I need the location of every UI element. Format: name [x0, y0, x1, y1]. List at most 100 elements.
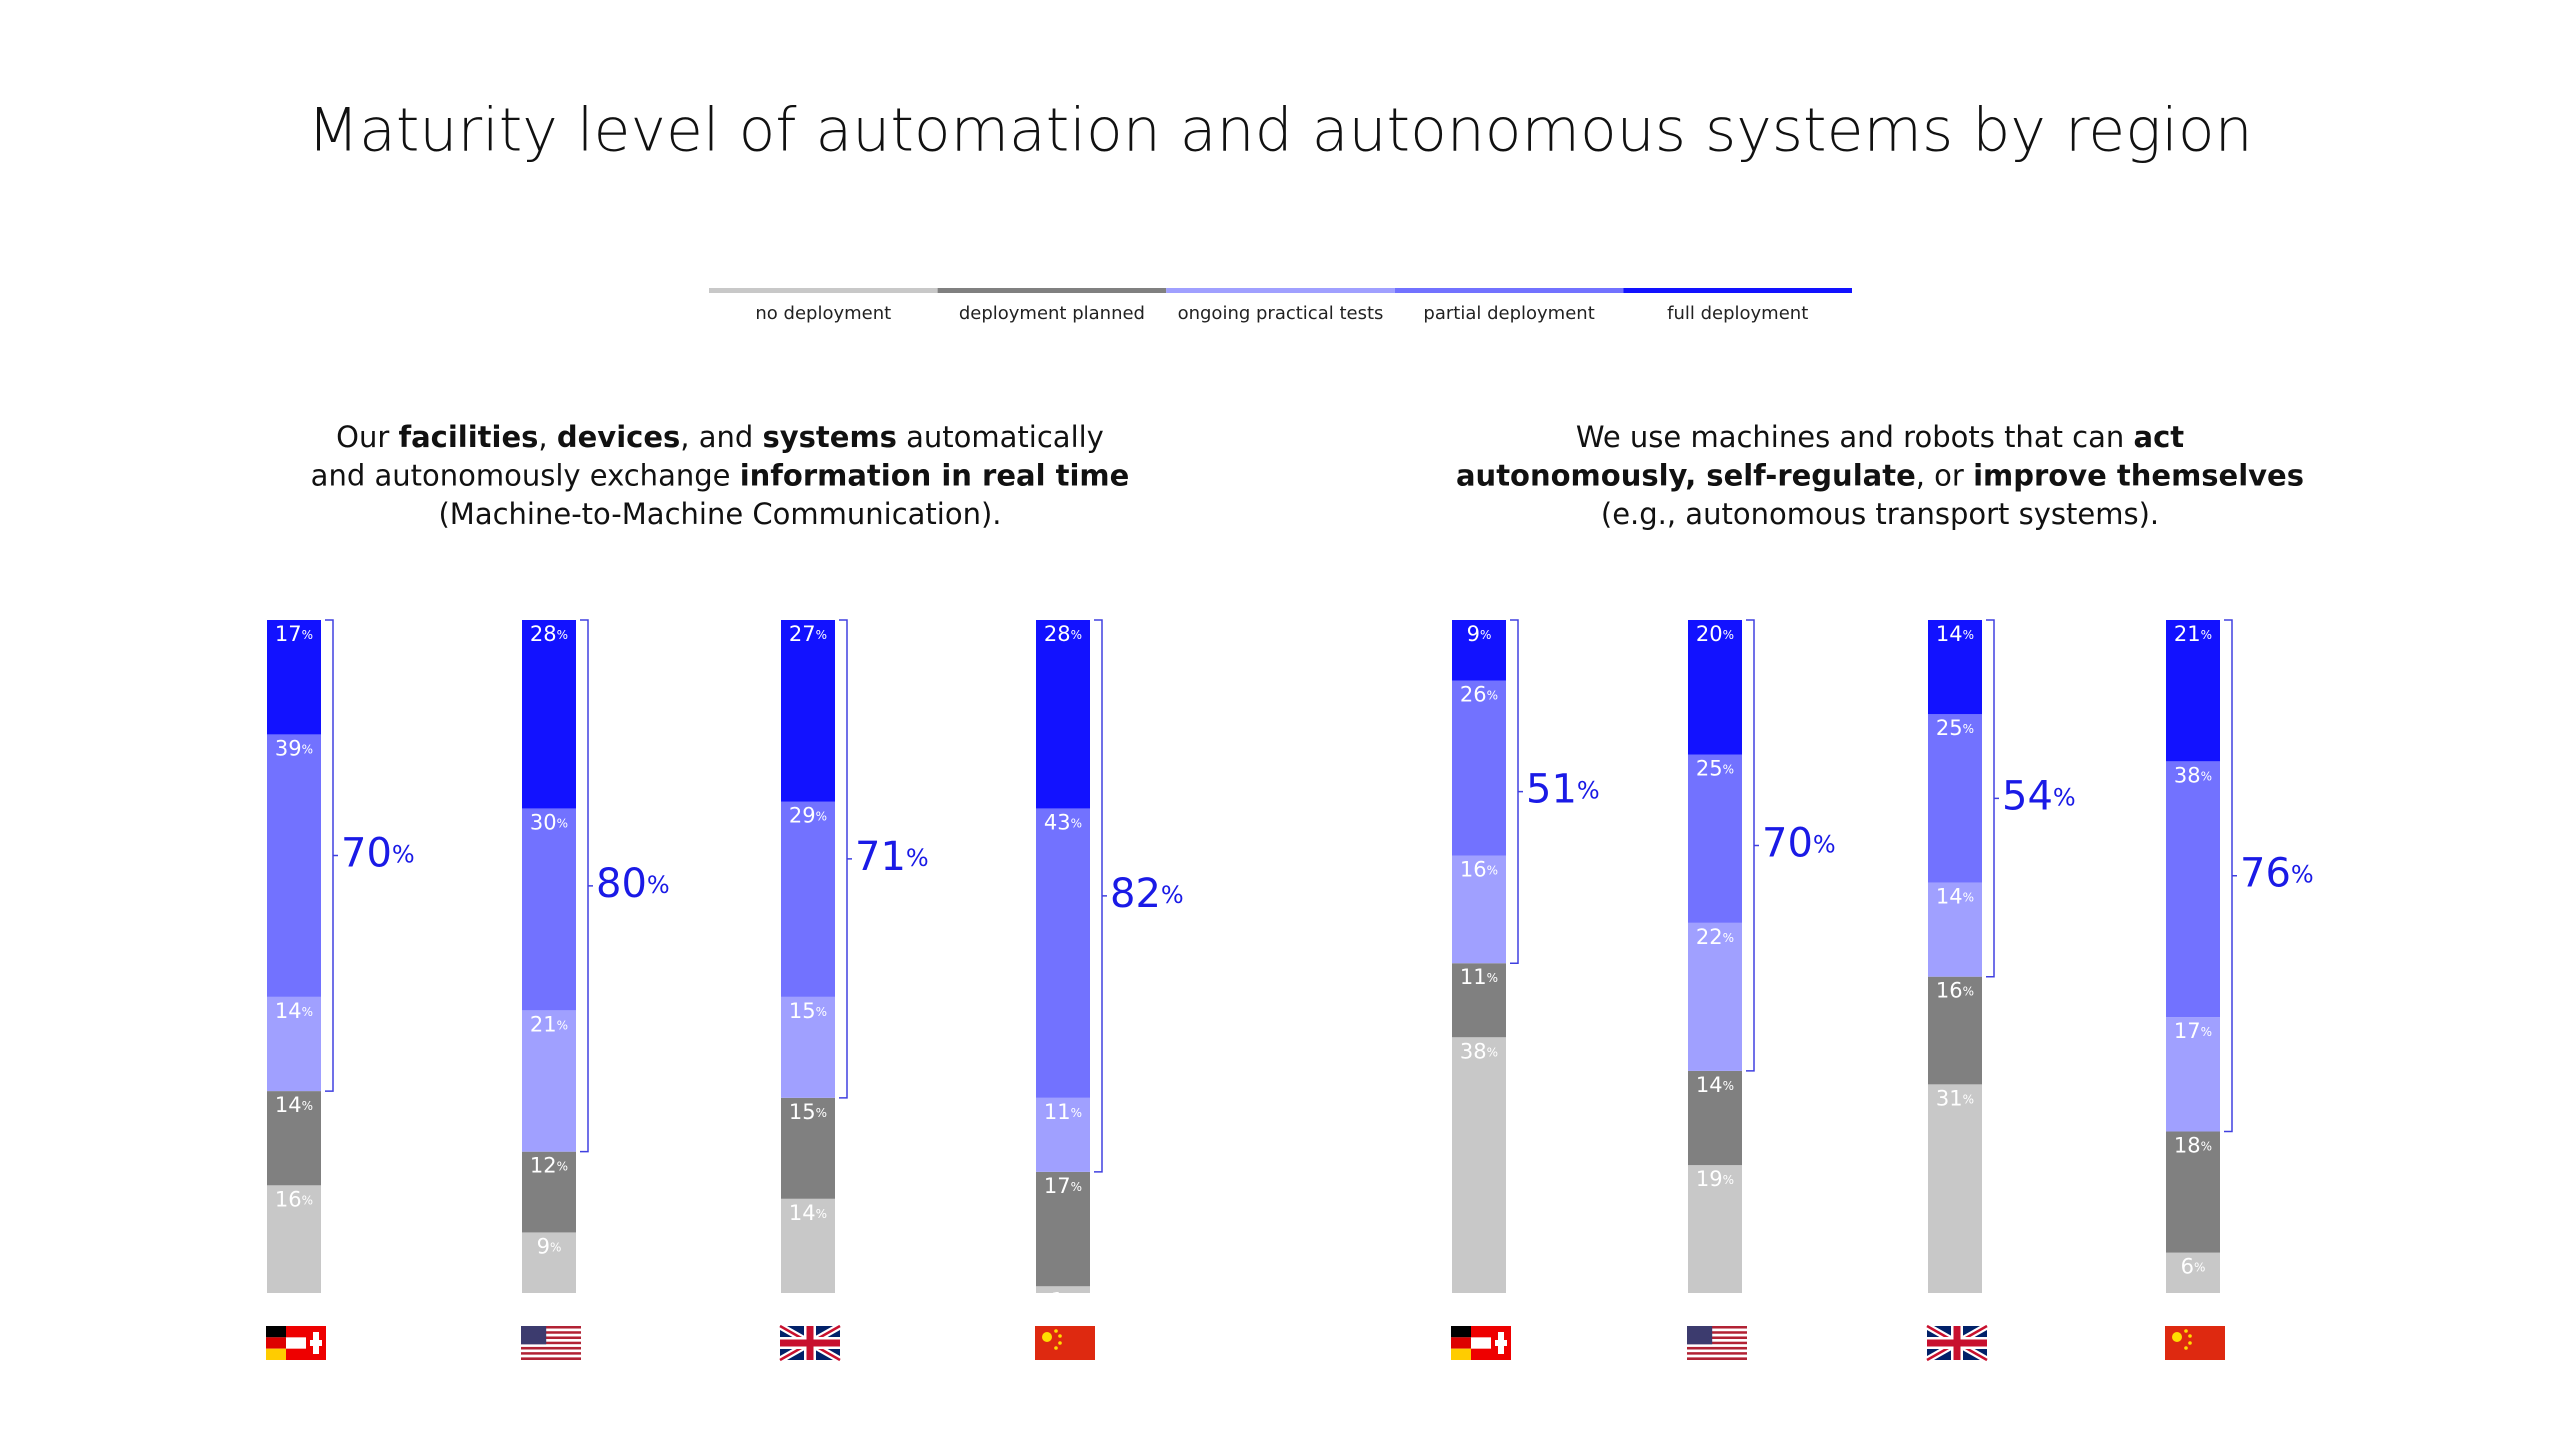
segment-label: 38%: [1460, 1039, 1498, 1063]
segment-value: 21: [530, 1012, 557, 1036]
segment-value: 26: [1460, 683, 1487, 707]
segment-value: 18: [2174, 1133, 2201, 1157]
flag-part: [1687, 1352, 1747, 1355]
flag-part: [521, 1354, 581, 1358]
segment-unit: %: [1963, 628, 1974, 642]
subtitle-run: Our: [336, 420, 398, 454]
segment-label: 18%: [2174, 1133, 2212, 1157]
flag-part: [1471, 1337, 1491, 1349]
flag-part: [1042, 1332, 1052, 1342]
legend-label: ongoing practical tests: [1178, 303, 1384, 324]
flag: [266, 1326, 326, 1360]
segment-value: 43: [1044, 810, 1071, 834]
bar-segment: [522, 1232, 576, 1293]
bar-segment: [267, 620, 321, 735]
bar-segment: [522, 1010, 576, 1152]
segment-label: 16%: [275, 1187, 313, 1211]
segment-value: 14: [1936, 622, 1963, 646]
flag-part: [521, 1333, 581, 1337]
bar-segment: [1452, 963, 1506, 1038]
bar-segment: [781, 620, 835, 802]
segment-value: 28: [530, 622, 557, 646]
segment-value: 1: [1051, 1288, 1064, 1312]
segment-label: 17%: [1044, 1174, 1082, 1198]
segment-value: 17: [2174, 1019, 2201, 1043]
total-value: 70: [1762, 820, 1813, 866]
segment-value: 17: [275, 622, 302, 646]
segment-label: 28%: [530, 622, 568, 646]
flag-part: [266, 1337, 286, 1349]
flag-part: [521, 1336, 581, 1340]
flag-part: [521, 1328, 581, 1332]
bar-segment: [1036, 1286, 1090, 1293]
segment-value: 25: [1696, 757, 1723, 781]
legend-label: partial deployment: [1423, 303, 1594, 324]
segment-label: 1%: [1051, 1288, 1076, 1312]
bracket: [325, 619, 338, 1092]
segment-unit: %: [557, 1159, 568, 1173]
segment-unit: %: [1071, 1105, 1082, 1119]
legend-swatch: [709, 288, 938, 293]
total-unit: %: [1577, 777, 1600, 805]
segment-unit: %: [1723, 762, 1734, 776]
segment-label: 39%: [275, 736, 313, 760]
flag-part: [2165, 1326, 2225, 1360]
segment-unit: %: [550, 1240, 561, 1254]
segment-label: 21%: [2174, 622, 2212, 646]
segment-unit: %: [1723, 930, 1734, 944]
flag-part: [1058, 1341, 1062, 1345]
segment-unit: %: [1723, 628, 1734, 642]
total-label: 54%: [2002, 773, 2076, 819]
total-unit: %: [647, 871, 670, 899]
flag-part: [1054, 1346, 1058, 1350]
segment-unit: %: [1487, 1045, 1498, 1059]
segment-value: 11: [1044, 1100, 1071, 1124]
bar-segment: [2166, 1252, 2220, 1293]
segment-value: 14: [1936, 884, 1963, 908]
flag-part: [2188, 1334, 2192, 1338]
segment-value: 28: [1044, 622, 1071, 646]
subtitle-run: ,: [538, 420, 556, 454]
segment-value: 30: [530, 810, 557, 834]
subtitle-run: automatically: [897, 420, 1104, 454]
legend-swatch: [1166, 288, 1395, 293]
flag-part: [1498, 1332, 1504, 1354]
subtitle: and autonomously exchange information in…: [311, 459, 1130, 493]
total-label: 71%: [855, 834, 929, 880]
subtitle: We use machines and robots that can act: [1576, 420, 2184, 454]
segment-label: 14%: [275, 999, 313, 1023]
subtitle-run: We use machines and robots that can: [1576, 420, 2134, 454]
total-value: 54: [2002, 773, 2053, 819]
segment-value: 9: [537, 1234, 550, 1258]
flag-part: [1451, 1337, 1471, 1349]
segment-label: 17%: [275, 622, 313, 646]
bar-segment: [1928, 882, 1982, 977]
segment-value: 15: [789, 1100, 816, 1124]
segment-unit: %: [2201, 769, 2212, 783]
segment-value: 38: [1460, 1039, 1487, 1063]
segment-value: 9: [1467, 622, 1480, 646]
bar-segment: [2166, 620, 2220, 762]
segment-value: 12: [530, 1154, 557, 1178]
flag-part: [1687, 1354, 1747, 1358]
segment-label: 14%: [275, 1093, 313, 1117]
bar-segment: [522, 1151, 576, 1233]
total-label: 82%: [1110, 871, 1184, 917]
total-unit: %: [2291, 861, 2314, 889]
bar-segment: [267, 734, 321, 997]
segment-unit: %: [816, 1105, 827, 1119]
flag-part: [1687, 1328, 1747, 1332]
segment-unit: %: [1071, 816, 1082, 830]
bar-segment: [1452, 620, 1506, 681]
segment-label: 6%: [2181, 1255, 2206, 1279]
legend-label: deployment planned: [959, 303, 1145, 324]
total-value: 70: [341, 831, 392, 877]
segment-unit: %: [1487, 971, 1498, 985]
total-unit: %: [1813, 830, 1836, 858]
segment-label: 38%: [2174, 763, 2212, 787]
flag-part: [521, 1357, 581, 1360]
bar-segment: [1928, 714, 1982, 883]
segment-label: 28%: [1044, 622, 1082, 646]
flag-part: [2184, 1346, 2188, 1350]
segment-label: 31%: [1936, 1086, 1974, 1110]
